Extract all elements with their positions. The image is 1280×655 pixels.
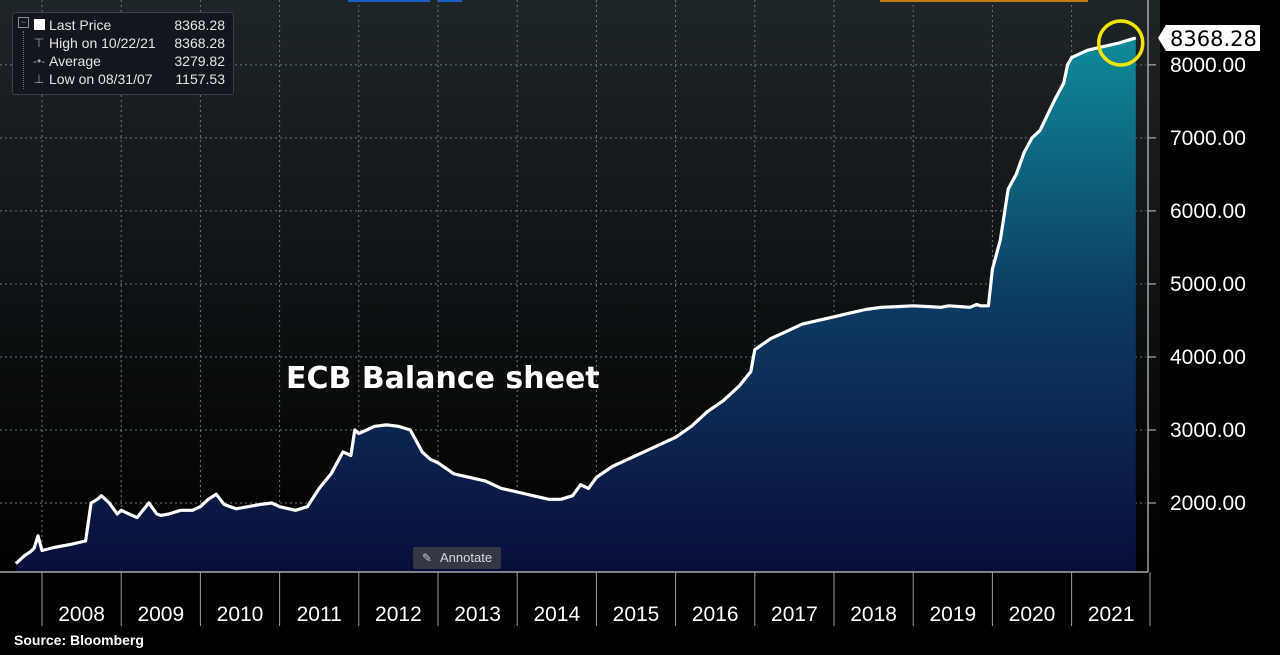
legend-label: Average — [49, 53, 101, 69]
x-tick-label: 2008 — [58, 603, 105, 626]
legend: − Last Price 8368.28 ⊤ High on 10/22/21 … — [12, 12, 234, 95]
highlight-circle — [1097, 19, 1145, 67]
y-tick-label: 2000.00 — [1170, 492, 1246, 515]
y-tick-label: 8000.00 — [1170, 54, 1246, 77]
x-tick-label: 2012 — [375, 603, 422, 626]
y-tick-label: 6000.00 — [1170, 200, 1246, 223]
y-tick-label: 3000.00 — [1170, 419, 1246, 442]
source-label: Source: Bloomberg — [14, 632, 144, 648]
top-accent-blue-1 — [348, 0, 430, 2]
series-line — [14, 36, 1137, 565]
annotate-label: Annotate — [440, 550, 493, 565]
annotate-button[interactable]: ✎ Annotate — [413, 547, 501, 569]
x-tick-label: 2009 — [137, 603, 184, 626]
legend-row-low: ⊥ Low on 08/31/07 1157.53 — [13, 70, 233, 88]
y-tick-label: 4000.00 — [1170, 346, 1246, 369]
chart-title: ECB Balance sheet — [286, 361, 600, 396]
x-tick-label: 2017 — [771, 603, 818, 626]
y-tick-label: 5000.00 — [1170, 273, 1246, 296]
average-line-icon: ‑•‑ — [33, 54, 46, 68]
x-tick-label: 2020 — [1009, 603, 1056, 626]
axes — [0, 0, 1151, 626]
legend-value: 8368.28 — [174, 17, 225, 33]
legend-row-average: ‑•‑ Average 3279.82 — [13, 52, 233, 70]
x-tick-label: 2015 — [613, 603, 660, 626]
x-tick-label: 2016 — [692, 603, 739, 626]
x-tick-label: 2021 — [1088, 603, 1135, 626]
tick-labels: 2008 2009 2010 2011 2012 2013 2014 2015 2016 2017… — [58, 54, 1246, 626]
high-marker-icon: ⊤ — [33, 36, 45, 50]
last-price-label: 8368.28 — [1170, 27, 1257, 51]
legend-value: 8368.28 — [174, 35, 225, 51]
legend-row-last-price: Last Price 8368.28 — [13, 16, 233, 34]
white-square-icon — [34, 19, 45, 30]
y-tick-label: 7000.00 — [1170, 127, 1246, 150]
pencil-icon: ✎ — [421, 551, 433, 565]
area-fill — [15, 38, 1136, 572]
tree-connector — [23, 31, 25, 89]
legend-row-high: ⊤ High on 10/22/21 8368.28 — [13, 34, 233, 52]
top-accent-blue-2 — [438, 0, 462, 2]
low-marker-icon: ⊥ — [33, 72, 45, 86]
legend-label: Low on 08/31/07 — [49, 71, 153, 87]
last-price-tag: 8368.28 — [1158, 24, 1260, 51]
x-tick-label: 2010 — [217, 603, 264, 626]
legend-value: 3279.82 — [174, 53, 225, 69]
collapse-icon[interactable]: − — [18, 17, 29, 28]
x-tick-label: 2013 — [454, 603, 501, 626]
legend-label: Last Price — [49, 17, 112, 33]
top-accent-orange — [880, 0, 1088, 2]
x-tick-label: 2011 — [297, 603, 342, 626]
x-tick-label: 2014 — [533, 603, 580, 626]
legend-value: 1157.53 — [175, 71, 225, 87]
legend-label: High on 10/22/21 — [49, 35, 156, 51]
x-tick-label: 2018 — [850, 603, 897, 626]
x-tick-label: 2019 — [929, 603, 976, 626]
